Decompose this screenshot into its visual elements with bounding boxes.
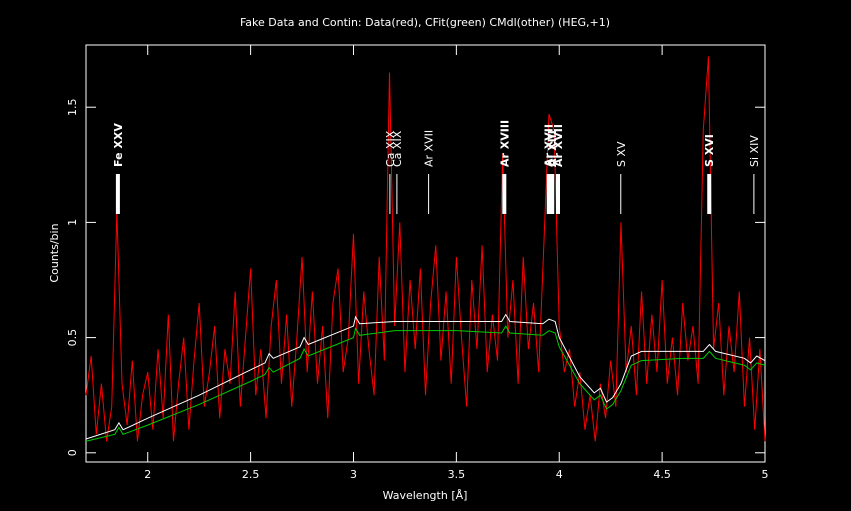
line-label: S XV	[615, 141, 628, 167]
line-label: S XVI	[703, 134, 716, 167]
x-tick-label: 4.5	[653, 468, 671, 481]
x-tick-label: 2	[144, 468, 151, 481]
x-tick-label: 3	[350, 468, 357, 481]
series-line	[85, 56, 766, 442]
line-label: Ca XIX	[391, 130, 404, 167]
line-label: Ar XVII	[543, 124, 556, 167]
line-label: Si XIV	[748, 135, 761, 167]
series-line	[85, 313, 766, 440]
y-tick-label: 1.5	[66, 98, 79, 116]
chart-title: Fake Data and Contin: Data(red), CFit(gr…	[240, 16, 610, 29]
x-tick-label: 4	[556, 468, 563, 481]
x-tick-label: 2.5	[242, 468, 260, 481]
x-axis-label: Wavelength [Å]	[383, 489, 468, 502]
x-tick-label: 5	[762, 468, 769, 481]
y-tick-label: 0	[66, 449, 79, 456]
line-label: Ar XVIII	[498, 120, 511, 167]
line-label: Ca XIX	[384, 130, 397, 167]
line-label: Al XIII	[546, 130, 559, 167]
series-line	[85, 325, 766, 442]
y-tick-label: 0.5	[66, 329, 79, 347]
line-label: Fe XXV	[112, 123, 125, 167]
plot-frame	[85, 44, 766, 463]
y-tick-label: 1	[66, 219, 79, 226]
x-tick-label: 3.5	[448, 468, 466, 481]
y-axis-label: Counts/bin	[48, 223, 61, 282]
line-label: Ar XVII	[552, 124, 565, 167]
line-label: Ar XVII	[423, 130, 436, 167]
